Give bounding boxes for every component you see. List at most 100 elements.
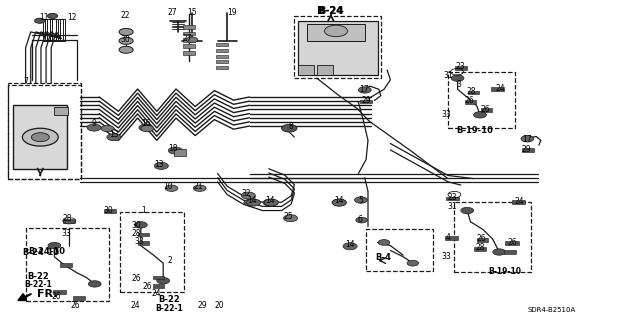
Text: 30: 30 [103,206,113,215]
Circle shape [119,37,133,44]
Bar [454,202,531,272]
Circle shape [35,18,45,23]
Text: FR.: FR. [37,289,58,299]
Text: 7: 7 [23,77,28,86]
Bar [477,238,488,242]
Text: 26: 26 [70,301,80,310]
Text: 23: 23 [447,193,457,202]
Bar [183,38,195,42]
Circle shape [141,125,154,132]
Bar [491,87,504,91]
Bar [183,25,195,29]
Bar [298,21,378,75]
Bar [183,51,195,55]
Bar [53,290,66,294]
Circle shape [168,147,182,154]
Bar [216,55,228,58]
Text: B-19-10: B-19-10 [488,267,521,276]
Bar [8,85,81,179]
Bar [307,24,365,41]
Text: B-19-10: B-19-10 [456,126,493,135]
Text: 6: 6 [358,215,363,224]
Text: 22: 22 [120,11,129,20]
Bar [512,200,525,204]
Text: 5: 5 [358,196,364,204]
Bar [183,44,195,48]
Text: 20: 20 [214,301,225,310]
Circle shape [332,199,346,206]
Text: 32: 32 [241,189,252,198]
Bar [454,66,467,70]
Bar [366,229,433,271]
Text: 21: 21 [194,182,203,191]
Bar [63,219,75,223]
Bar [13,105,67,169]
Bar [360,100,372,103]
Text: 30: 30 [131,221,141,230]
Text: 31: 31 [447,202,457,211]
Text: 29: 29 [361,96,371,105]
Text: 24: 24 [515,197,525,206]
Bar [138,233,149,236]
Text: 1: 1 [141,206,146,215]
Circle shape [378,240,390,245]
Circle shape [246,199,260,206]
Text: 33: 33 [61,229,72,238]
Text: B-22: B-22 [28,272,49,281]
Bar [504,250,516,254]
Bar [216,49,228,52]
Circle shape [263,199,277,206]
Text: 33: 33 [441,252,451,261]
Bar [183,32,195,35]
Text: 28: 28 [132,229,141,238]
Circle shape [244,199,258,206]
Text: B-24-10: B-24-10 [22,248,59,256]
Bar [153,285,164,288]
Text: B-22-1: B-22-1 [156,304,184,313]
Circle shape [101,125,114,132]
Circle shape [461,207,474,214]
Text: 28: 28 [467,87,476,96]
Text: 24: 24 [495,84,506,93]
Text: B-22: B-22 [159,295,180,304]
Text: B-22-1: B-22-1 [24,280,52,289]
Text: 26: 26 [507,238,517,247]
Bar [120,212,184,292]
Bar [216,60,228,63]
Text: 14: 14 [265,196,275,204]
Bar [174,149,186,156]
Circle shape [119,28,133,35]
Circle shape [87,124,101,131]
Text: 26: 26 [476,234,486,243]
Bar [8,83,81,179]
Bar [60,263,72,267]
Circle shape [47,13,58,19]
Circle shape [282,124,297,132]
Text: B-24: B-24 [319,6,343,16]
Circle shape [521,136,534,142]
Text: 24: 24 [151,289,161,298]
Text: 4: 4 [445,233,451,242]
Circle shape [107,134,121,141]
Circle shape [241,192,255,199]
Text: 12: 12 [67,13,76,22]
Text: 30: 30 [120,35,130,44]
Bar [104,209,116,213]
Bar [216,66,228,69]
Text: 18: 18 [168,144,177,153]
Text: 31: 31 [443,71,453,80]
Circle shape [332,199,346,206]
Text: SDR4-B2510A: SDR4-B2510A [527,307,576,313]
Text: 23: 23 [456,62,466,70]
Text: 11: 11 [39,13,48,22]
Text: 26: 26 [51,292,61,300]
Bar [54,107,68,115]
Circle shape [134,222,147,228]
Bar [138,241,149,245]
Text: 27: 27 [182,34,192,43]
Bar [448,72,515,128]
Text: 33: 33 [134,237,145,246]
Circle shape [493,249,506,255]
Text: 26: 26 [465,96,475,105]
Text: 13: 13 [154,160,164,169]
